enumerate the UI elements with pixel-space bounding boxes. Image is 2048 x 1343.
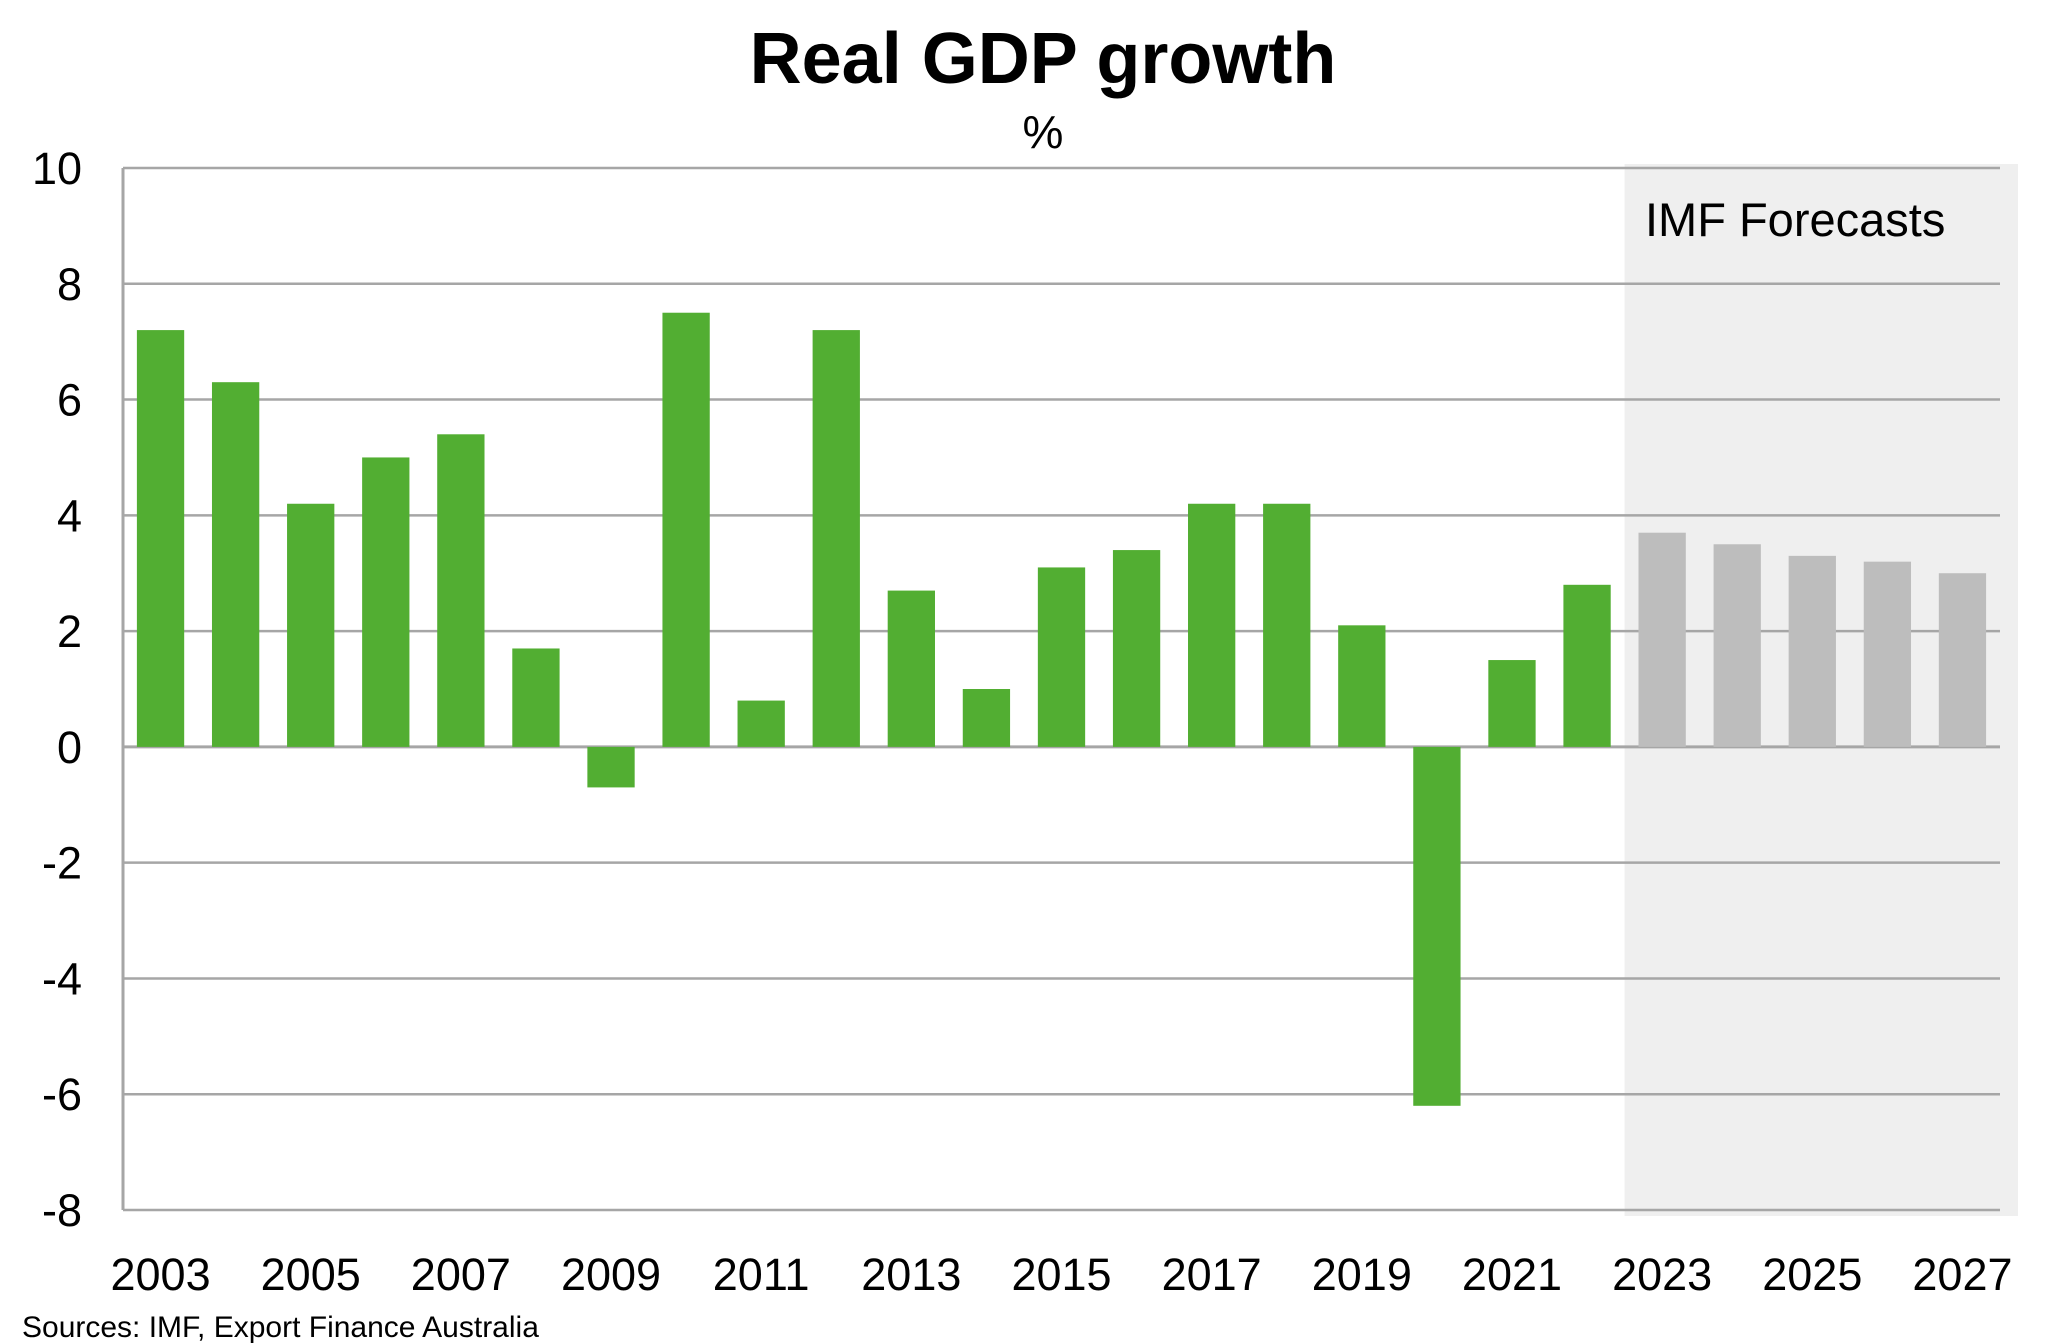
bar-2025 [1788, 555, 1836, 747]
chart-title: Real GDP growth [750, 19, 1337, 99]
x-tick-label: 2021 [1462, 1249, 1562, 1300]
y-tick-label: -2 [42, 838, 82, 889]
bar-2020 [1413, 746, 1461, 1106]
y-tick-label: 2 [57, 606, 82, 657]
bars [136, 312, 1987, 1106]
x-tick-label: 2003 [110, 1249, 210, 1300]
bar-2014 [962, 689, 1011, 747]
bar-2018 [1263, 503, 1311, 747]
bar-2004 [211, 382, 260, 747]
x-tick-label: 2025 [1762, 1249, 1862, 1300]
bar-2013 [887, 590, 935, 747]
bar-2021 [1488, 660, 1536, 747]
x-tick-label: 2009 [561, 1249, 661, 1300]
x-tick-label: 2013 [861, 1249, 961, 1300]
y-tick-label: 8 [57, 259, 82, 310]
bar-2023 [1638, 532, 1686, 747]
x-tick-label: 2019 [1312, 1249, 1412, 1300]
bar-2012 [812, 330, 860, 747]
y-tick-label: 6 [57, 375, 82, 426]
bar-2009 [587, 746, 635, 788]
bar-2007 [437, 434, 485, 747]
x-axis-ticks: 2003 2005 2007 2009 2011 2013 2015 2017 2019 2021… [110, 1249, 2012, 1300]
x-tick-label: 2007 [411, 1249, 511, 1300]
chart-subtitle: % [1023, 106, 1064, 158]
x-tick-label: 2023 [1612, 1249, 1712, 1300]
y-axis-ticks: 10 8 6 4 2 0 -2 -4 -6 -8 [32, 143, 82, 1236]
x-tick-label: 2011 [713, 1249, 810, 1300]
bar-2003 [136, 330, 185, 747]
x-tick-label: 2015 [1011, 1249, 1111, 1300]
y-tick-label: 10 [32, 143, 82, 194]
bar-2024 [1713, 544, 1761, 747]
y-tick-label: -8 [42, 1185, 82, 1236]
y-tick-label: 0 [57, 722, 82, 773]
bar-2005 [287, 503, 335, 747]
bar-2016 [1112, 550, 1161, 747]
x-tick-label: 2027 [1912, 1249, 2012, 1300]
forecast-label: IMF Forecasts [1645, 193, 1945, 246]
bar-2006 [362, 457, 410, 747]
x-tick-label: 2017 [1162, 1249, 1262, 1300]
bar-2015 [1037, 567, 1086, 747]
source-note: Sources: IMF, Export Finance Australia [22, 1311, 539, 1343]
bar-2017 [1188, 503, 1236, 747]
y-tick-label: 4 [57, 490, 82, 541]
bar-2026 [1863, 561, 1912, 747]
y-tick-label: -4 [42, 953, 82, 1004]
bar-2011 [737, 700, 785, 747]
x-tick-label: 2005 [261, 1249, 361, 1300]
bar-2008 [512, 648, 560, 747]
bar-2019 [1338, 625, 1386, 747]
bar-2010 [662, 312, 710, 747]
y-tick-label: -6 [42, 1069, 82, 1120]
bar-2022 [1563, 584, 1611, 747]
bar-2027 [1938, 573, 1987, 747]
